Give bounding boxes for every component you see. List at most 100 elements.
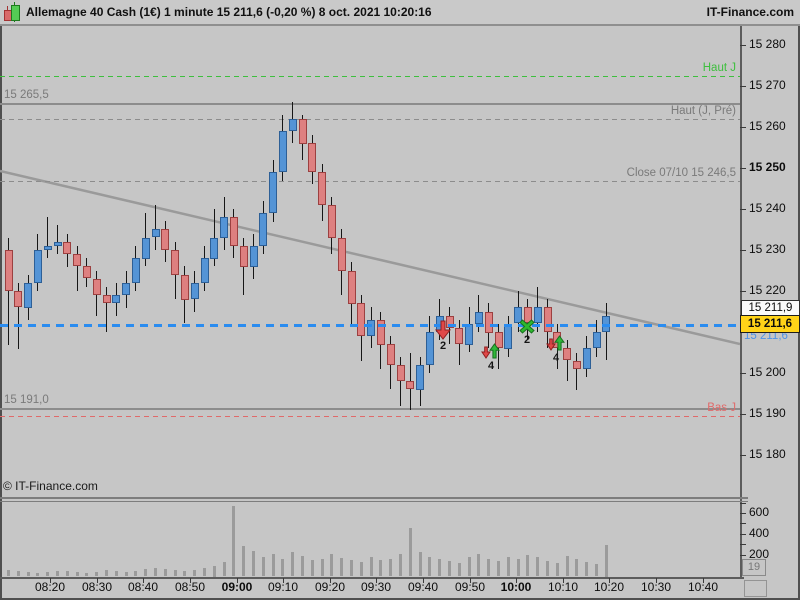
- trend-line[interactable]: [0, 24, 740, 497]
- candle-down: [328, 205, 336, 238]
- volume-bar: [526, 555, 529, 576]
- volume-bar: [85, 573, 88, 576]
- time-axis-tick: [190, 578, 191, 583]
- last-price-box: 15 211,6: [740, 315, 800, 333]
- candle-up: [142, 238, 150, 259]
- candle-down: [299, 119, 307, 144]
- price-axis-label: 15 180: [749, 447, 786, 461]
- volume-bar: [566, 556, 569, 576]
- time-axis-label: 10:30: [640, 580, 672, 594]
- red-green-candles-icon: [0, 0, 24, 24]
- candle-up: [191, 283, 199, 299]
- time-axis-label: 09:30: [360, 580, 392, 594]
- time-axis-tick: [143, 578, 144, 583]
- candle-up: [259, 213, 267, 246]
- level-label-haut-j-pre: Haut (J, Pré): [670, 105, 736, 117]
- candle-up: [504, 324, 512, 349]
- time-axis-tick: [330, 578, 331, 583]
- volume-bar: [76, 572, 79, 576]
- volume-bar: [252, 551, 255, 576]
- small-sell-arrow-icon[interactable]: [481, 346, 491, 359]
- candle-wick: [8, 238, 9, 345]
- volume-bar: [340, 558, 343, 576]
- candle-down: [230, 217, 238, 246]
- time-axis-label: 10:40: [687, 580, 719, 594]
- small-sell-arrow-icon[interactable]: [546, 338, 556, 351]
- candle-down: [308, 143, 316, 172]
- candle-up: [54, 242, 62, 246]
- volume-bar: [193, 570, 196, 576]
- candle-down: [455, 328, 463, 344]
- candle-up: [34, 250, 42, 283]
- time-axis-label: 08:40: [127, 580, 159, 594]
- candle-up: [465, 324, 473, 345]
- candle-down: [338, 238, 346, 271]
- price-axis-label: 15 190: [749, 406, 786, 420]
- candle-down: [103, 295, 111, 303]
- time-axis-line: [0, 577, 744, 579]
- volume-bar: [575, 559, 578, 576]
- candle-wick: [214, 209, 215, 266]
- price-axis-tick: [740, 168, 746, 169]
- candle-down: [377, 320, 385, 345]
- time-axis-tick: [563, 578, 564, 583]
- volume-bar: [428, 557, 431, 576]
- price-axis-tick: [740, 127, 746, 128]
- volume-bar: [242, 546, 245, 576]
- candle-wick: [47, 217, 48, 258]
- level-line-bas-j: [0, 416, 740, 417]
- price-axis-tick: [740, 414, 746, 415]
- candle-up: [426, 332, 434, 365]
- candle-up: [593, 332, 601, 348]
- candle-down: [446, 316, 454, 328]
- volume-bar: [17, 571, 20, 576]
- time-axis-tick: [50, 578, 51, 583]
- candle-down: [397, 365, 405, 381]
- price-axis-tick: [740, 209, 746, 210]
- time-axis-tick: [656, 578, 657, 583]
- candle-up: [475, 312, 483, 324]
- volume-panel-top-border: [0, 501, 748, 502]
- sell-arrow-icon[interactable]: [434, 320, 452, 340]
- marker-count-label: 4: [552, 352, 560, 364]
- volume-bar: [125, 572, 128, 576]
- time-axis-tick: [703, 578, 704, 583]
- candle-down: [485, 312, 493, 333]
- volume-bar: [517, 559, 520, 576]
- volume-bar: [311, 560, 314, 576]
- volume-bar: [213, 566, 216, 577]
- volume-bar: [419, 552, 422, 576]
- price-axis-label: 15 240: [749, 201, 786, 215]
- volume-bar: [56, 571, 59, 576]
- volume-bar: [546, 561, 549, 576]
- time-axis-tick: [470, 578, 471, 583]
- price-panel-bottom-border: [0, 497, 748, 499]
- volume-bar: [389, 559, 392, 576]
- candle-up: [220, 217, 228, 238]
- time-axis-tick: [283, 578, 284, 583]
- volume-bar: [66, 571, 69, 576]
- candle-up: [534, 307, 542, 323]
- candle-down: [83, 266, 91, 278]
- buy-arrow-icon[interactable]: [554, 335, 565, 351]
- candle-up: [44, 246, 52, 250]
- exit-cross-icon[interactable]: [519, 319, 535, 334]
- price-axis-tick: [740, 373, 746, 374]
- price-axis-label: 15 280: [749, 37, 786, 51]
- volume-bar: [46, 572, 49, 576]
- buy-arrow-icon[interactable]: [489, 343, 500, 359]
- candle-down: [171, 250, 179, 275]
- price-axis-tick: [740, 86, 746, 87]
- candle-wick: [18, 283, 19, 349]
- volume-bar: [487, 559, 490, 576]
- candle-up: [122, 283, 130, 295]
- volume-bar: [27, 572, 30, 576]
- candle-up: [250, 246, 258, 267]
- time-axis-label: 10:00: [500, 580, 532, 594]
- volume-bar: [144, 569, 147, 576]
- volume-bar: [409, 528, 412, 576]
- price-axis-label: 15 230: [749, 242, 786, 256]
- time-axis-tick: [516, 578, 517, 583]
- candle-up: [152, 229, 160, 237]
- candle-down: [240, 246, 248, 267]
